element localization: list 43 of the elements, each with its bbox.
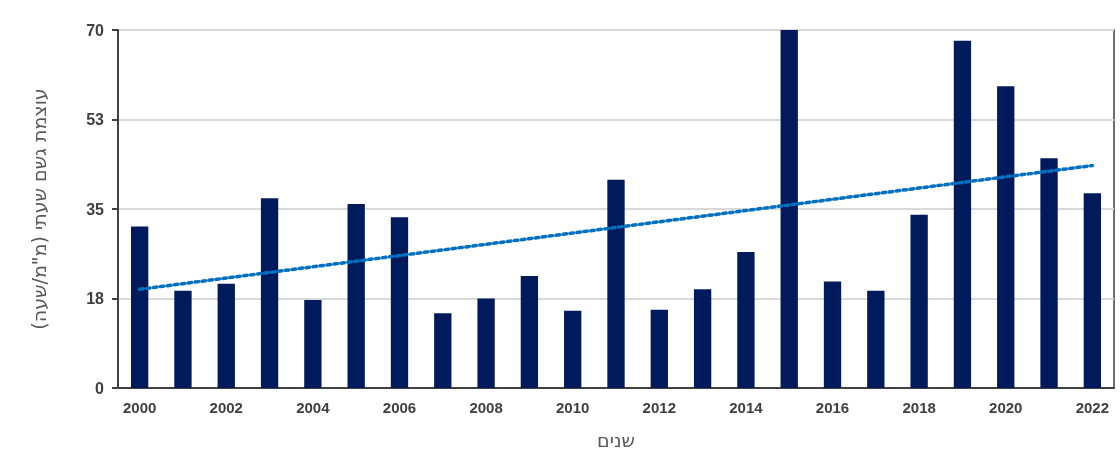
bar (823, 281, 842, 388)
bar (1040, 158, 1058, 388)
y-axis-title: עוצמת גשם שעתי (מ"מ/שעה) (27, 88, 50, 330)
bar (347, 203, 365, 388)
bar (477, 298, 495, 388)
bar (434, 313, 452, 388)
bar (953, 40, 972, 388)
bar (910, 214, 928, 388)
x-tick-label: 2012 (642, 399, 676, 416)
x-tick-label: 2018 (902, 399, 936, 416)
x-tick-label: 2014 (729, 399, 764, 416)
bar (174, 290, 192, 388)
bar (130, 226, 149, 388)
bar (867, 290, 885, 388)
x-tick-label: 2022 (1075, 399, 1110, 416)
x-tick-label: 2002 (209, 399, 243, 416)
bar (217, 283, 235, 388)
bar (260, 198, 279, 388)
bar (520, 276, 539, 388)
line-series (137, 163, 1095, 292)
bar (693, 289, 712, 388)
y-tick-label: 53 (86, 111, 105, 128)
x-tick-label: 2016 (815, 399, 850, 416)
y-tick-label: 35 (86, 200, 105, 218)
y-tick-label: 70 (86, 21, 105, 39)
x-tick-label: 2008 (469, 399, 503, 416)
bar (304, 300, 322, 388)
x-axis-title: שנים (597, 428, 635, 451)
bar (650, 309, 668, 388)
bar (737, 251, 755, 388)
bar (390, 217, 409, 388)
x-tick-label: 2020 (989, 399, 1023, 416)
x-tick-label: 2000 (122, 399, 157, 416)
y-tick-label: 0 (95, 379, 105, 397)
x-tick-label: 2004 (296, 399, 331, 416)
x-tick-label: 2006 (382, 399, 417, 416)
y-tick-label: 18 (86, 290, 105, 307)
bar (1083, 193, 1102, 388)
bar (607, 179, 625, 388)
bar (564, 310, 582, 388)
bar (997, 86, 1015, 388)
x-tick-label: 2010 (556, 399, 590, 416)
bar (780, 30, 798, 388)
